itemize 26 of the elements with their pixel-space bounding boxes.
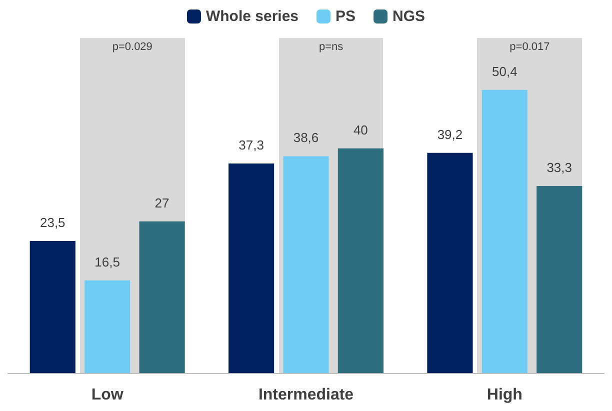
- x-tick-label: Intermediate: [258, 386, 354, 404]
- band-label: p=0.017: [510, 41, 550, 53]
- band-label: p=0.029: [112, 41, 152, 53]
- data-label: 33,3: [546, 160, 572, 175]
- x-tick-label: High: [486, 386, 522, 404]
- data-label: 37,3: [238, 138, 264, 152]
- bar: [536, 186, 582, 373]
- bar: [283, 156, 329, 373]
- data-label: 38,6: [293, 130, 319, 146]
- legend-label: PS: [336, 8, 356, 25]
- band-label: p=ns: [318, 41, 344, 53]
- bar: [84, 280, 130, 373]
- bar: [338, 148, 384, 373]
- bar: [427, 152, 473, 373]
- legend-label: NGS: [392, 8, 426, 25]
- legend-label: Whole series: [206, 8, 299, 25]
- bar: [139, 221, 185, 373]
- data-label: 40: [353, 122, 368, 138]
- bar: [228, 164, 274, 373]
- data-label: 39,2: [437, 126, 463, 142]
- data-label: 16,5: [94, 254, 120, 270]
- data-label: 23,5: [40, 215, 66, 230]
- x-tick-label: Low: [91, 386, 124, 404]
- data-label: 50,4: [492, 64, 518, 79]
- data-label: 27: [154, 195, 170, 210]
- bar: [30, 241, 76, 373]
